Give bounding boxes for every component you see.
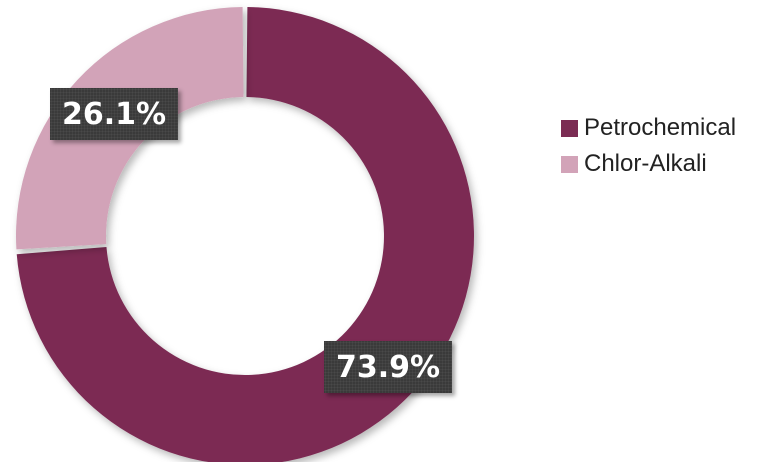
- data-label-chlor-alkali: 26.1%: [50, 88, 179, 140]
- legend-item-chlor-alkali[interactable]: Chlor-Alkali: [561, 146, 736, 182]
- donut-slices: [16, 7, 474, 465]
- chart-legend: Petrochemical Chlor-Alkali: [561, 110, 736, 182]
- legend-item-petrochemical[interactable]: Petrochemical: [561, 110, 736, 146]
- data-label-petrochemical: 73.9%: [324, 341, 453, 393]
- legend-label-chlor-alkali: Chlor-Alkali: [584, 150, 707, 177]
- legend-label-petrochemical: Petrochemical: [584, 114, 737, 141]
- legend-swatch-chlor-alkali: [561, 155, 578, 173]
- legend-swatch-petrochemical: [561, 119, 578, 137]
